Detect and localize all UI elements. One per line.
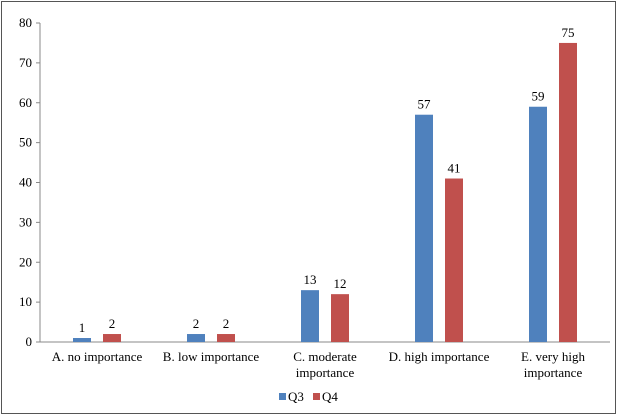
y-tick-label: 40: [19, 175, 32, 190]
y-axis-ticks: 0 10 20 30 40 50 60 70 80: [19, 15, 40, 349]
data-label: 75: [562, 25, 575, 40]
data-label: 2: [193, 316, 200, 331]
data-label: 59: [532, 89, 545, 104]
y-tick-label: 10: [19, 294, 32, 309]
x-tick-label: B. low importance: [163, 349, 260, 364]
chart-bars: [73, 42, 577, 343]
data-label: 12: [334, 276, 347, 291]
bar-q3: [73, 338, 91, 342]
data-label: 13: [304, 272, 317, 287]
bar-q3: [415, 114, 433, 343]
bar-q4: [217, 334, 235, 342]
bar-q4: [559, 42, 577, 342]
bar-q4: [445, 178, 463, 342]
x-tick-label: E. very high importance: [521, 349, 585, 380]
chart-axes: [39, 23, 610, 343]
bar-q4: [103, 334, 121, 342]
y-tick-label: 20: [19, 254, 32, 269]
data-label: 1: [79, 320, 86, 335]
legend-label-q4: Q4: [322, 389, 338, 404]
data-label: 2: [109, 316, 116, 331]
x-tick-label: C. moderate importance: [293, 349, 357, 380]
y-tick-label: 60: [19, 95, 32, 110]
bar-q3: [529, 106, 547, 342]
y-tick-label: 50: [19, 135, 32, 150]
bar-q4: [331, 294, 349, 342]
data-label: 2: [223, 316, 230, 331]
data-label: 41: [448, 161, 461, 176]
y-tick-label: 0: [26, 334, 33, 349]
bar-q3: [301, 290, 319, 342]
legend-swatch-q4: [313, 393, 320, 400]
legend-swatch-q3: [279, 393, 286, 400]
x-tick-label: A. no importance: [52, 349, 143, 364]
y-tick-label: 30: [19, 214, 32, 229]
x-tick-label: D. high importance: [389, 349, 490, 364]
legend-label-q3: Q3: [288, 389, 304, 404]
y-tick-label: 80: [19, 15, 32, 30]
y-tick-label: 70: [19, 55, 32, 70]
chart-legend: Q3 Q4: [279, 389, 338, 404]
category-labels: A. no importance B. low importance C. mode…: [52, 349, 586, 380]
bar-q3: [187, 334, 205, 342]
data-label: 57: [418, 97, 432, 112]
